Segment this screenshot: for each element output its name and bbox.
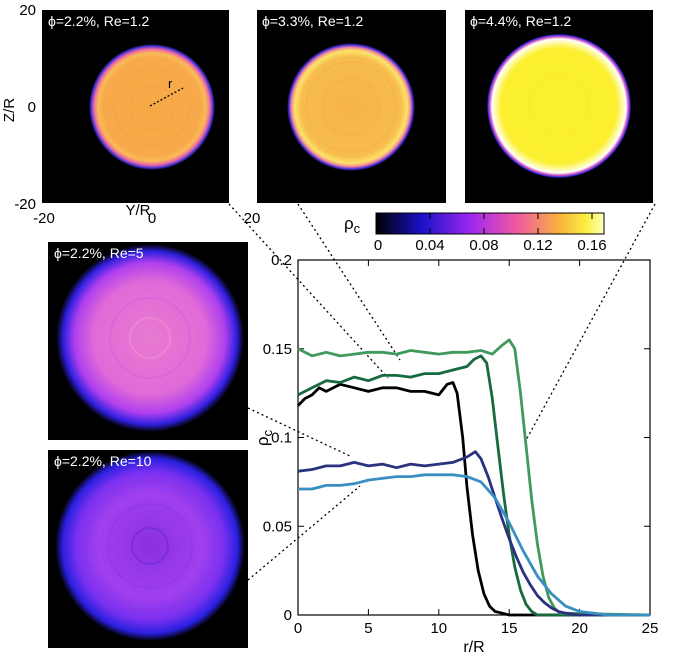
plot-frame [297,259,651,616]
y-tick-label: 0.1 [271,430,292,447]
inset-axes: Z/R 20 0 -20 -20 0 20 Y/R [1,2,260,227]
series-line-1 [297,381,650,617]
colorbar: ρc 0 0.04 0.08 0.12 0.16 [344,212,607,254]
colorbar-tick-label: 0.08 [469,237,498,254]
connector-lines [228,203,656,581]
inset-xtick: 20 [244,210,261,227]
connector-line [297,203,401,361]
colorbar-tick-label: 0.16 [577,237,606,254]
inset-ytick: 20 [19,2,36,19]
axis-ticks: 0 5 10 15 20 25 0 0.05 0.1 0.15 0.2 [263,252,659,637]
panel-phi-2-2-re-5: ϕ=2.2%, Re=5 [48,242,248,440]
panel-phi-2-2-re-10: ϕ=2.2%, Re=10 [48,450,248,648]
colorbar-tick-label: 0.12 [523,237,552,254]
inset-ylabel: Z/R [1,98,18,122]
panel-phi-2-2-re-1-2: ϕ=2.2%, Re=1.2 r [42,10,229,203]
y-tick-label: 0.05 [263,518,292,535]
panel-phi-4-4-re-1-2: ϕ=4.4%, Re=1.2 [465,10,653,203]
panel-label: ϕ=2.2%, Re=5 [54,245,144,261]
x-tick-label: 25 [642,620,659,637]
x-tick-label: 0 [294,620,302,637]
panel-label: ϕ=2.2%, Re=1.2 [48,13,149,29]
x-axis-label: r/R [463,639,484,656]
x-tick-label: 20 [571,620,588,637]
panel-phi-3-3-re-1-2: ϕ=3.3%, Re=1.2 [257,10,446,203]
connector-line [247,407,351,457]
x-tick-label: 15 [501,620,518,637]
y-tick-label: 0.15 [263,341,292,358]
y-tick-label: 0 [284,607,292,624]
series-line-4 [297,450,650,617]
y-tick-label: 0.2 [271,252,292,269]
connector-line [524,203,656,443]
connector-line [228,203,389,379]
inset-ytick: 0 [28,99,36,116]
x-tick-label: 5 [364,620,372,637]
series-line-2 [297,354,650,617]
inset-xtick: -20 [33,210,55,227]
inset-xtick: 0 [148,210,156,227]
connector-line [247,485,361,581]
series-line-3 [297,338,651,617]
inset-ytick: -20 [14,196,36,213]
series-line-5 [298,473,650,617]
line-chart: 0 5 10 15 20 25 0 0.05 0.1 0.15 0.2 r/R ρc [253,252,658,656]
y-axis-label: ρc [253,429,275,446]
series-group [297,338,651,617]
colorbar-label: ρc [344,214,361,236]
radius-label: r [168,76,173,91]
panel-label: ϕ=2.2%, Re=10 [54,453,152,469]
x-tick-label: 10 [430,620,447,637]
inset-xlabel: Y/R [125,202,150,219]
colorbar-tick-label: 0 [374,237,382,254]
panel-label: ϕ=3.3%, Re=1.2 [262,13,363,29]
panel-label: ϕ=4.4%, Re=1.2 [470,13,571,29]
colorbar-tick-label: 0.04 [415,237,444,254]
colorbar-ticks [375,213,593,234]
